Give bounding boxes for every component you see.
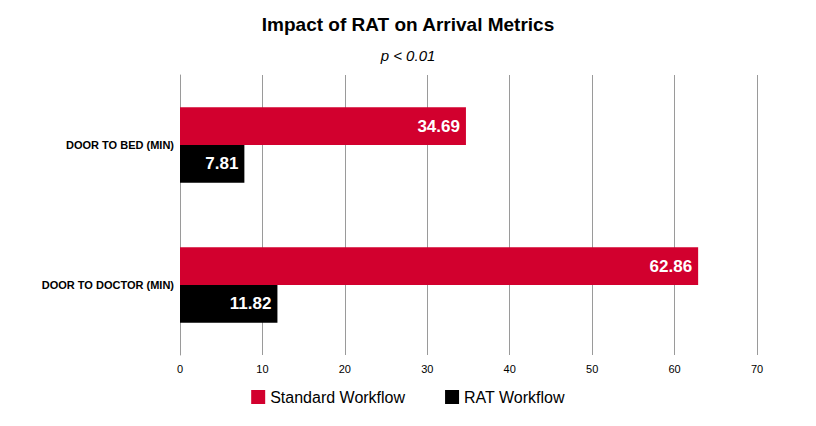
svg-text:60: 60: [668, 363, 680, 375]
svg-text:0: 0: [177, 363, 183, 375]
svg-text:11.82: 11.82: [230, 294, 272, 313]
svg-text:34.69: 34.69: [417, 117, 460, 136]
svg-text:Standard Workflow: Standard Workflow: [270, 389, 405, 406]
svg-text:DOOR TO DOCTOR (MIN): DOOR TO DOCTOR (MIN): [42, 279, 175, 291]
svg-text:62.86: 62.86: [650, 257, 693, 276]
svg-text:Impact of RAT on Arrival Metri: Impact of RAT on Arrival Metrics: [262, 14, 554, 35]
svg-text:30: 30: [421, 363, 433, 375]
svg-text:RAT Workflow: RAT Workflow: [464, 389, 565, 406]
svg-text:50: 50: [586, 363, 598, 375]
svg-text:10: 10: [256, 363, 268, 375]
svg-text:20: 20: [339, 363, 351, 375]
svg-text:70: 70: [751, 363, 763, 375]
svg-text:p < 0.01: p < 0.01: [380, 47, 436, 64]
svg-text:DOOR TO BED (MIN): DOOR TO BED (MIN): [66, 139, 174, 151]
svg-text:40: 40: [504, 363, 516, 375]
svg-text:7.81: 7.81: [205, 154, 238, 173]
